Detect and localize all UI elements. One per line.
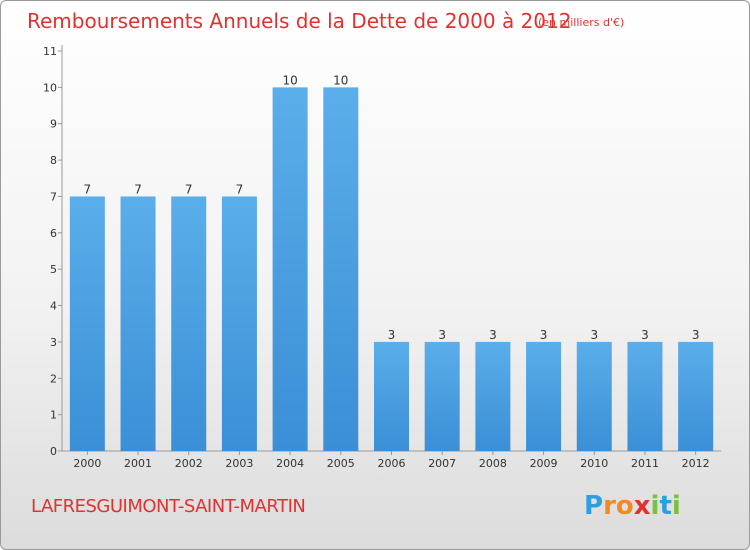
bar <box>374 341 409 451</box>
bar <box>69 196 105 451</box>
y-tick-label: 10 <box>43 81 57 94</box>
place-name: LAFRESGUIMONT-SAINT-MARTIN <box>31 496 306 517</box>
bar <box>475 341 511 451</box>
bar <box>526 341 562 451</box>
x-tick-label: 2007 <box>428 457 456 470</box>
y-tick-label: 4 <box>50 300 57 313</box>
bar <box>272 87 308 451</box>
bar <box>323 87 359 451</box>
logo-letter: o <box>615 491 634 521</box>
bar-value-label: 7 <box>236 182 244 196</box>
bar <box>424 341 460 451</box>
x-tick-label: 2010 <box>580 457 608 470</box>
y-tick-label: 8 <box>50 154 57 167</box>
x-tick-label: 2011 <box>631 457 659 470</box>
bar-value-label: 3 <box>388 328 396 342</box>
y-tick-label: 9 <box>50 118 57 131</box>
bar-value-label: 3 <box>489 328 497 342</box>
logo-letter: i <box>671 491 681 521</box>
logo-letter: x <box>633 491 651 521</box>
x-tick-label: 2008 <box>479 457 507 470</box>
x-tick-label: 2000 <box>73 457 101 470</box>
bar-value-label: 3 <box>692 328 700 342</box>
proxiti-logo: Proxiti <box>584 491 681 521</box>
bar-value-label: 3 <box>438 328 446 342</box>
y-tick-label: 2 <box>50 372 57 385</box>
x-tick-label: 2002 <box>175 457 203 470</box>
bar <box>627 341 663 451</box>
y-tick-label: 0 <box>50 445 57 458</box>
chart-subtitle: (en milliers d'€) <box>538 16 625 29</box>
bar <box>171 196 207 451</box>
chart-title: Remboursements Annuels de la Dette de 20… <box>27 9 572 33</box>
bar-value-label: 10 <box>333 73 348 87</box>
logo-letter: r <box>603 491 616 521</box>
bar-value-label: 10 <box>282 73 297 87</box>
x-tick-label: 2009 <box>530 457 558 470</box>
bar-value-label: 7 <box>84 182 92 196</box>
bar <box>120 196 156 451</box>
y-tick-label: 7 <box>50 190 57 203</box>
y-tick-label: 3 <box>50 336 57 349</box>
x-tick-label: 2004 <box>276 457 304 470</box>
bar-value-label: 7 <box>185 182 193 196</box>
y-tick-label: 1 <box>50 409 57 422</box>
bar-value-label: 7 <box>134 182 142 196</box>
y-tick-label: 11 <box>43 45 57 58</box>
y-tick-label: 6 <box>50 227 57 240</box>
bar <box>221 196 257 451</box>
x-tick-label: 2001 <box>124 457 152 470</box>
logo-letter: t <box>659 491 672 521</box>
x-tick-label: 2005 <box>327 457 355 470</box>
x-tick-label: 2006 <box>378 457 406 470</box>
bar <box>678 341 714 451</box>
y-tick-label: 5 <box>50 263 57 276</box>
bar-value-label: 3 <box>641 328 649 342</box>
bar-value-label: 3 <box>540 328 548 342</box>
x-tick-label: 2003 <box>225 457 253 470</box>
bar <box>576 341 612 451</box>
x-tick-label: 2012 <box>682 457 710 470</box>
logo-letter: i <box>650 491 660 521</box>
logo-letter: P <box>584 491 604 521</box>
bar-value-label: 3 <box>590 328 598 342</box>
